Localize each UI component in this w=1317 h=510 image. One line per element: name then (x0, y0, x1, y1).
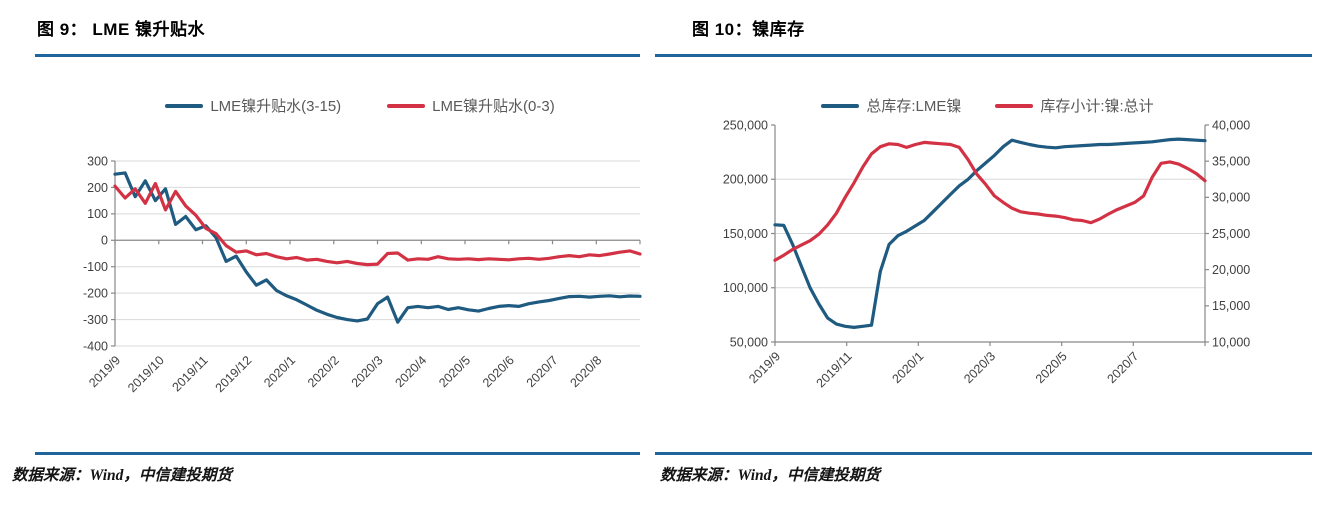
right-axis-tick-label: 40,000 (1212, 118, 1250, 132)
x-axis-label: 2020/1 (261, 353, 298, 390)
right-axis-tick-label: 25,000 (1212, 227, 1250, 241)
right-axis-tick-label: 35,000 (1212, 155, 1250, 169)
figure9-bottom-rule (35, 452, 640, 455)
right-axis-tick-label: 15,000 (1212, 299, 1250, 313)
x-axis-label: 2020/7 (524, 353, 561, 390)
figure9-top-rule (35, 54, 640, 57)
left-axis-tick-label: -200 (83, 287, 108, 301)
x-axis-label: 2019/10 (125, 353, 167, 395)
legend-label: 总库存:LME镍 (866, 98, 962, 115)
right-axis-tick-label: 10,000 (1212, 335, 1250, 349)
left-axis-tick-label: 50,000 (730, 335, 768, 349)
x-axis-label: 2019/12 (213, 353, 255, 395)
left-axis-tick-label: -300 (83, 313, 108, 327)
legend-item: 库存小计:镍:总计 (995, 95, 1154, 116)
left-axis-tick-label: 100 (87, 207, 108, 221)
legend-item: LME镍升贴水(3-15) (165, 95, 341, 116)
series-line-1 (773, 140, 1207, 262)
figure10-source-note: 数据来源：Wind，中信建投期货 (660, 467, 880, 484)
left-axis-tick-label: 0 (101, 234, 108, 248)
figure10-legend: 总库存:LME镍 库存小计:镍:总计 (770, 95, 1205, 116)
legend-line-swatch (387, 103, 426, 108)
legend-label: LME镍升贴水(0-3) (432, 98, 555, 115)
left-axis-tick-label: -100 (83, 260, 108, 274)
left-axis-tick-label: 100,000 (723, 281, 768, 295)
legend-line-swatch (995, 103, 1034, 108)
left-axis-tick-label: 200,000 (723, 173, 768, 187)
right-axis-tick-label: 20,000 (1212, 263, 1250, 277)
left-axis-tick-label: 200 (87, 181, 108, 195)
series-line-0 (113, 171, 642, 324)
legend-label: LME镍升贴水(3-15) (210, 98, 342, 115)
legend-item: LME镍升贴水(0-3) (387, 95, 555, 116)
x-axis-label: 2019/9 (86, 353, 123, 390)
legend-label: 库存小计:镍:总计 (1040, 98, 1154, 115)
legend-line-swatch (821, 103, 860, 108)
series-line-0 (773, 137, 1207, 329)
series-line-1 (113, 181, 642, 267)
x-axis-label: 2020/7 (1104, 349, 1141, 386)
legend-item: 总库存:LME镍 (821, 95, 961, 116)
right-axis-tick-label: 30,000 (1212, 191, 1250, 205)
x-axis-label: 2020/5 (436, 353, 473, 390)
figure9-source-note: 数据来源：Wind，中信建投期货 (12, 467, 232, 484)
left-axis-tick-label: 150,000 (723, 227, 768, 241)
x-axis-label: 2020/5 (1033, 349, 1070, 386)
x-axis-label: 2020/6 (480, 353, 517, 390)
x-axis-label: 2020/8 (567, 353, 604, 390)
left-axis-tick-label: 300 (87, 154, 108, 168)
x-axis-label: 2020/2 (305, 353, 342, 390)
x-axis-label: 2019/11 (814, 349, 855, 390)
figure9-title: 图 9： LME 镍升贴水 (37, 20, 206, 39)
x-axis-label: 2020/3 (349, 353, 386, 390)
x-axis-label: 2020/3 (961, 349, 998, 386)
left-axis-tick-label: 250,000 (723, 118, 768, 132)
figure10-line-chart: 250,000 200,000 150,000 100,000 50,000 40,000… (723, 118, 1250, 390)
figure10-top-rule (655, 54, 1312, 57)
x-axis-label: 2020/4 (392, 353, 429, 390)
figure10-bottom-rule (655, 452, 1312, 455)
figure9-legend: LME镍升贴水(3-15) LME镍升贴水(0-3) (110, 95, 610, 116)
left-axis-tick-label: -400 (83, 339, 108, 353)
legend-line-swatch (165, 103, 204, 108)
x-axis-label: 2019/11 (169, 353, 210, 394)
x-axis-label: 2020/1 (889, 349, 926, 386)
figure10-title: 图 10：镍库存 (692, 20, 805, 39)
x-axis-label: 2019/9 (746, 349, 783, 386)
